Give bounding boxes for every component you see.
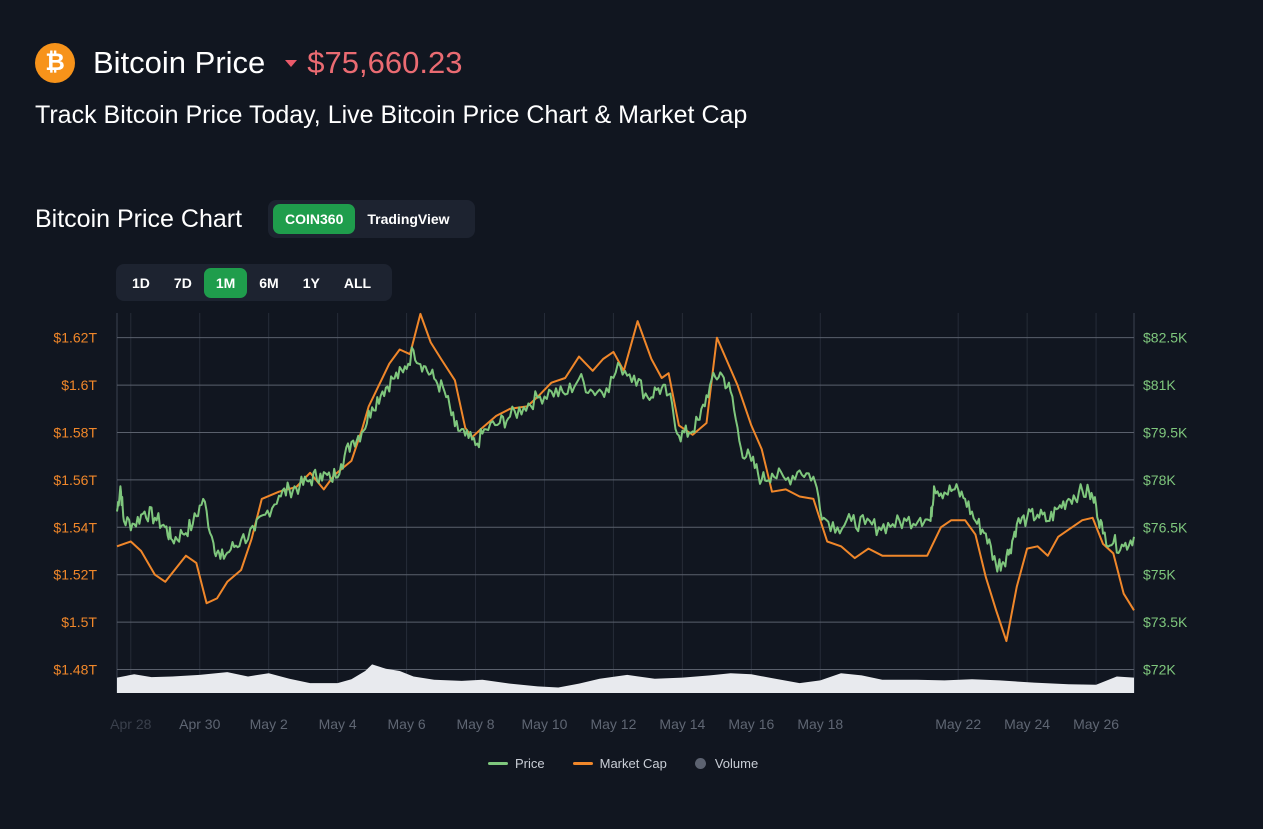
legend-price-label: Price xyxy=(515,756,545,771)
x-tick-label: May 26 xyxy=(1073,716,1119,732)
chart-source-toggle: COIN360 TradingView xyxy=(268,200,475,238)
legend-volume[interactable]: Volume xyxy=(694,756,759,771)
x-tick-label: May 10 xyxy=(522,716,568,732)
legend-volume-label: Volume xyxy=(714,756,759,771)
page-subtitle: Track Bitcoin Price Today, Live Bitcoin … xyxy=(35,101,748,129)
y-right-tick-label: $78K xyxy=(1143,472,1176,488)
series-volume-area xyxy=(117,664,1134,693)
series-market-cap-line xyxy=(116,312,1135,643)
range-1m-button[interactable]: 1M xyxy=(203,267,248,298)
price-down-caret-icon xyxy=(285,59,298,67)
legend-volume-swatch xyxy=(694,758,706,769)
legend-market-cap-label: Market Cap xyxy=(599,756,667,771)
y-left-tick-label: $1.62T xyxy=(53,330,97,346)
range-1d-button[interactable]: 1D xyxy=(132,274,150,291)
x-tick-label: May 16 xyxy=(728,716,774,732)
x-tick-label: May 24 xyxy=(1004,716,1050,732)
y-left-tick-label: $1.48T xyxy=(53,662,97,678)
x-tick-label: May 18 xyxy=(797,716,843,732)
y-left-tick-label: $1.52T xyxy=(53,567,97,583)
price-chart[interactable]: $1.62T $1.6T $1.58T $1.56T $1.54T $1.52T $1.5T… xyxy=(0,300,1263,740)
y-right-tick-label: $73.5K xyxy=(1143,614,1188,630)
coin-title: Bitcoin Price xyxy=(93,45,266,80)
y-left-tick-label: $1.54T xyxy=(53,519,97,535)
legend-price[interactable]: Price xyxy=(488,756,545,771)
range-1y-button[interactable]: 1Y xyxy=(302,274,320,291)
header: ₿ Bitcoin Price $75,660.23 xyxy=(35,43,462,83)
x-tick-label: Apr 30 xyxy=(179,716,220,732)
time-range-toggle: 1D 7D 1M 6M 1Y ALL xyxy=(116,264,392,301)
range-7d-button[interactable]: 7D xyxy=(173,274,192,291)
x-tick-label: May 22 xyxy=(935,716,981,732)
legend-market-cap-swatch xyxy=(572,762,593,765)
x-tick-label: May 4 xyxy=(319,716,357,732)
y-left-tick-label: $1.6T xyxy=(61,377,97,393)
chart-title: Bitcoin Price Chart xyxy=(35,205,243,233)
x-tick-label: May 14 xyxy=(659,716,705,732)
legend-market-cap[interactable]: Market Cap xyxy=(572,756,667,771)
y-right-tick-label: $72K xyxy=(1143,662,1176,678)
y-left-tick-label: $1.5T xyxy=(61,614,97,630)
y-right-tick-label: $76.5K xyxy=(1143,519,1188,535)
current-price: $75,660.23 xyxy=(307,45,463,80)
y-right-tick-label: $75K xyxy=(1143,567,1176,583)
source-tradingview-button[interactable]: TradingView xyxy=(367,211,450,227)
source-coin360-button[interactable]: COIN360 xyxy=(273,204,356,234)
x-tick-label: May 8 xyxy=(456,716,494,732)
bitcoin-logo-icon: ₿ xyxy=(35,43,75,83)
series-price-line xyxy=(116,346,1135,573)
x-tick-label: May 2 xyxy=(250,716,288,732)
legend-price-swatch xyxy=(488,762,508,765)
y-right-tick-label: $79.5K xyxy=(1143,424,1188,440)
y-left-tick-label: $1.58T xyxy=(53,424,97,440)
y-right-tick-label: $81K xyxy=(1143,377,1176,393)
chart-legend: Price Market Cap Volume xyxy=(488,756,786,771)
y-right-tick-label: $82.5K xyxy=(1143,330,1188,346)
x-tick-label: May 12 xyxy=(590,716,636,732)
range-6m-button[interactable]: 6M xyxy=(259,274,279,291)
range-all-button[interactable]: ALL xyxy=(343,274,372,291)
x-tick-label: May 6 xyxy=(388,716,426,732)
y-left-tick-label: $1.56T xyxy=(53,472,97,488)
x-tick-label: Apr 28 xyxy=(110,716,151,732)
